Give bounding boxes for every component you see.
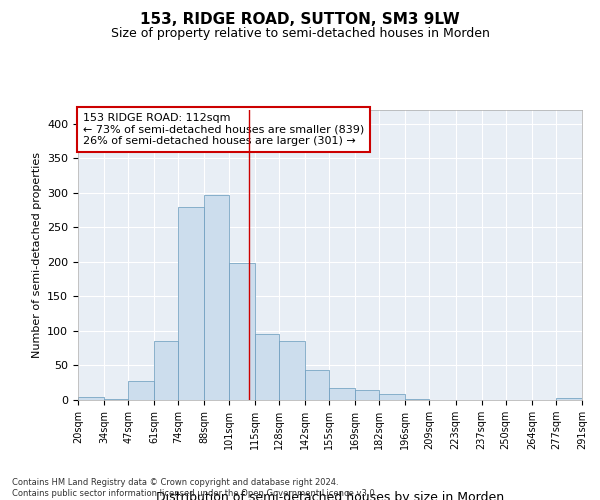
Bar [279, 342, 305, 400]
Text: 153, RIDGE ROAD, SUTTON, SM3 9LW: 153, RIDGE ROAD, SUTTON, SM3 9LW [140, 12, 460, 28]
X-axis label: Distribution of semi-detached houses by size in Morden: Distribution of semi-detached houses by … [156, 491, 504, 500]
Bar [355, 390, 379, 400]
Bar [254, 334, 279, 400]
Bar [305, 370, 329, 400]
Bar [104, 398, 128, 400]
Bar [329, 388, 355, 400]
Bar [406, 398, 430, 400]
Y-axis label: Number of semi-detached properties: Number of semi-detached properties [32, 152, 41, 358]
Bar [128, 382, 154, 400]
Bar [379, 394, 406, 400]
Bar [205, 195, 229, 400]
Bar [78, 396, 104, 400]
Bar [178, 206, 205, 400]
Text: 153 RIDGE ROAD: 112sqm
← 73% of semi-detached houses are smaller (839)
26% of se: 153 RIDGE ROAD: 112sqm ← 73% of semi-det… [83, 113, 364, 146]
Bar [556, 398, 582, 400]
Text: Contains HM Land Registry data © Crown copyright and database right 2024.
Contai: Contains HM Land Registry data © Crown c… [12, 478, 377, 498]
Bar [154, 342, 178, 400]
Text: Size of property relative to semi-detached houses in Morden: Size of property relative to semi-detach… [110, 28, 490, 40]
Bar [229, 262, 254, 400]
